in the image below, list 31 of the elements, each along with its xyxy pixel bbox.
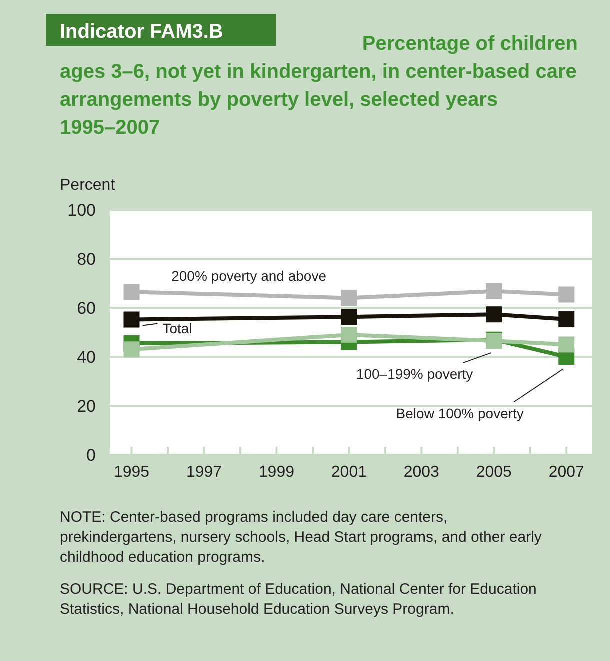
text: NOTE: Center-based programs included day care centers, prekindergartens, nursery schools, Head Start programs, and other early childhood education programs. [60,509,542,566]
point [341,326,358,343]
series-label: Total [162,320,192,337]
y-tick-label: 100 [68,201,96,220]
source-note: SOURCE: U.S. Department of Education, National Center for Education Statistics, National Household Education Surveys Program. [60,581,537,618]
x-tick-label: 2007 [548,464,585,481]
y-tick-label: 60 [77,299,96,318]
series-label: 100–199% poverty [356,366,474,382]
series-label: 200% poverty and above [172,268,327,284]
y-axis-title: Percent [60,177,116,194]
point [124,284,140,300]
x-tick-label: 1995 [114,464,150,481]
y-tick-label: 0 [86,446,96,465]
point [341,290,358,306]
y-tick-label: 80 [77,250,96,269]
x-tick-label: 1999 [258,464,295,481]
point [486,306,502,323]
point [341,309,358,326]
point [558,312,575,328]
point [124,312,140,328]
x-tick-label: 2001 [331,464,368,481]
x-tick-label: 1997 [186,464,222,481]
point [124,342,140,358]
text: Below 100% poverty [396,405,524,422]
x-tick-label: 2005 [476,464,512,481]
point [558,286,575,303]
x-tick-label: 2003 [404,464,440,481]
y-tick-label: 20 [77,397,96,416]
point [486,283,502,300]
y-tick-label: 40 [77,348,96,367]
point [558,336,575,353]
